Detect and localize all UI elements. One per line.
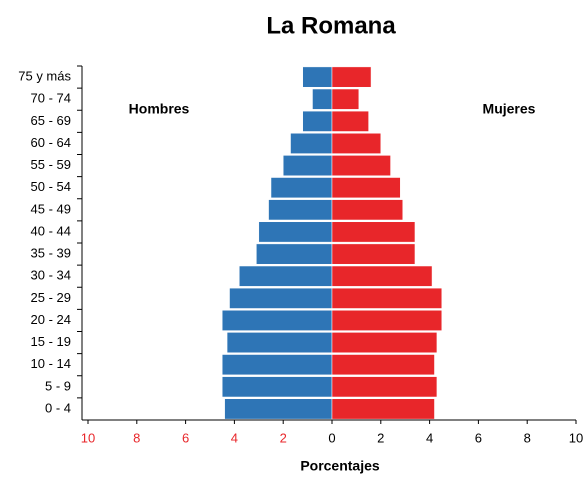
y-tick-label: 10 - 14: [31, 356, 71, 371]
x-tick-label: 4: [426, 430, 433, 445]
bar: [229, 287, 333, 309]
y-tick-label: 35 - 39: [31, 246, 71, 261]
bar: [270, 177, 333, 199]
bar: [331, 265, 433, 287]
y-tick-label: 60 - 64: [31, 135, 71, 150]
x-tick-label: 6: [475, 430, 482, 445]
bar: [331, 221, 416, 243]
bar: [331, 177, 401, 199]
y-tick-label: 15 - 19: [31, 334, 71, 349]
bar: [239, 265, 333, 287]
x-tick-label: 10: [81, 430, 95, 445]
bar: [331, 243, 416, 265]
legend-label: Mujeres: [483, 101, 536, 117]
x-axis-label: Porcentajes: [300, 458, 380, 474]
x-tick-label: 10: [569, 430, 583, 445]
bar: [331, 133, 382, 154]
bar: [331, 354, 435, 376]
legend-label: Hombres: [129, 101, 190, 117]
x-tick-label: 2: [377, 430, 384, 445]
bar: [331, 66, 372, 88]
y-tick-label: 55 - 59: [31, 157, 71, 172]
y-tick-label: 40 - 44: [31, 223, 71, 238]
bar: [302, 110, 333, 132]
bar: [331, 287, 443, 309]
bar: [312, 88, 333, 110]
y-tick-label: 75 y más: [18, 69, 71, 84]
bar: [331, 376, 438, 398]
y-tick-label: 45 - 49: [31, 201, 71, 216]
x-tick-label: 0: [328, 430, 335, 445]
y-tick-label: 30 - 34: [31, 268, 71, 283]
x-tick-label: 8: [524, 430, 531, 445]
bar: [331, 398, 435, 420]
bar: [302, 66, 333, 88]
bar: [290, 133, 333, 154]
bar: [221, 354, 333, 376]
y-tick-label: 5 - 9: [45, 378, 71, 393]
y-tick-label: 25 - 29: [31, 290, 71, 305]
bar: [221, 310, 333, 331]
bar: [331, 332, 438, 353]
bar: [331, 110, 369, 132]
bar: [268, 199, 333, 221]
bar: [221, 376, 333, 398]
bar: [331, 88, 360, 110]
bar: [282, 155, 333, 176]
x-tick-label: 2: [280, 430, 287, 445]
bar: [331, 310, 443, 331]
bar: [331, 199, 404, 221]
x-tick-label: 8: [133, 430, 140, 445]
y-tick-label: 20 - 24: [31, 312, 71, 327]
x-tick-label: 6: [182, 430, 189, 445]
bar: [224, 398, 333, 420]
chart-title: La Romana: [266, 12, 396, 39]
y-tick-label: 50 - 54: [31, 179, 71, 194]
y-tick-label: 0 - 4: [45, 400, 71, 415]
x-tick-label: 4: [231, 430, 238, 445]
bar: [256, 243, 333, 265]
bar: [331, 155, 391, 176]
y-tick-label: 70 - 74: [31, 91, 71, 106]
bar: [258, 221, 333, 243]
y-tick-label: 65 - 69: [31, 113, 71, 128]
bar: [226, 332, 333, 353]
